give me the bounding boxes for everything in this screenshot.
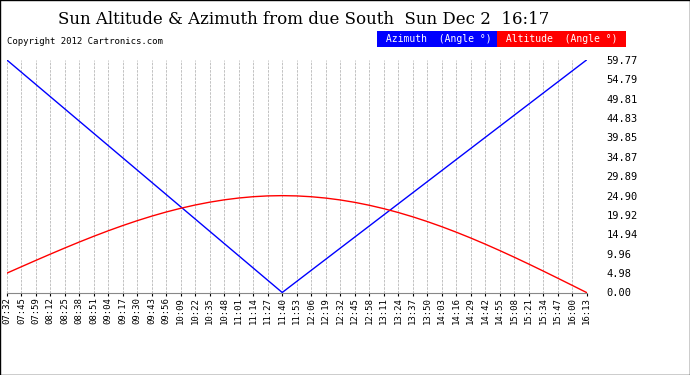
Text: Azimuth  (Angle °): Azimuth (Angle °) bbox=[380, 34, 497, 44]
Text: Copyright 2012 Cartronics.com: Copyright 2012 Cartronics.com bbox=[7, 38, 163, 46]
Text: Sun Altitude & Azimuth from due South  Sun Dec 2  16:17: Sun Altitude & Azimuth from due South Su… bbox=[58, 11, 549, 28]
Text: Altitude  (Angle °): Altitude (Angle °) bbox=[500, 34, 624, 44]
